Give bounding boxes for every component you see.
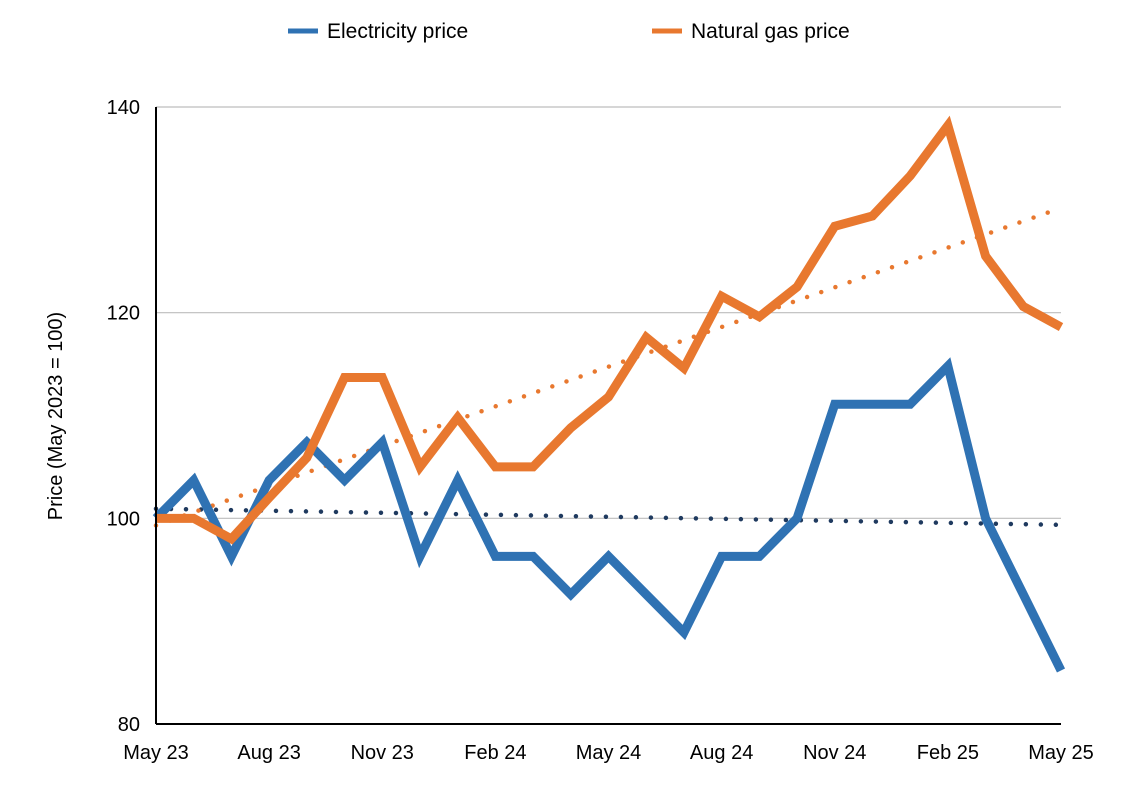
x-tick-label: Feb 24 — [464, 742, 526, 764]
y-tick-label: 80 — [118, 714, 140, 736]
y-tick-label: 100 — [107, 508, 140, 530]
y-tick-label: 140 — [107, 97, 140, 119]
trendline-1 — [153, 205, 1064, 528]
legend-label-0: Electricity price — [327, 20, 468, 43]
y-axis-label: Price (May 2023 = 100) — [45, 312, 67, 520]
series-line-1 — [156, 115, 1064, 545]
x-tick-label: Nov 24 — [803, 742, 866, 764]
trendline-0 — [153, 506, 1064, 528]
x-tick-label: May 25 — [1028, 742, 1094, 764]
y-tick-label: 120 — [107, 303, 140, 325]
x-tick-label: Nov 23 — [351, 742, 414, 764]
x-tick-label: May 23 — [123, 742, 189, 764]
series-line-0 — [152, 357, 1066, 673]
legend-label-1: Natural gas price — [691, 20, 850, 43]
x-tick-label: Aug 23 — [237, 742, 300, 764]
x-tick-label: May 24 — [576, 742, 642, 764]
x-tick-label: Aug 24 — [690, 742, 753, 764]
x-tick-label: Feb 25 — [917, 742, 979, 764]
